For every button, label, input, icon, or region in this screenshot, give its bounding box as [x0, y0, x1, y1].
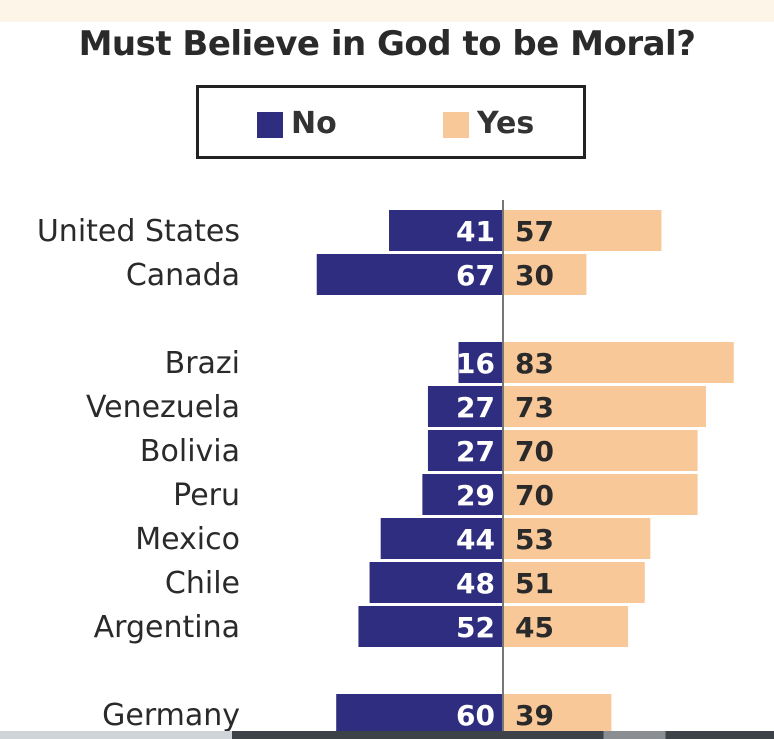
value-label-no-united-states: 41 — [456, 215, 495, 248]
legend: No Yes — [196, 85, 586, 159]
value-label-yes-united-states: 57 — [515, 215, 554, 248]
bar-no-argentina — [358, 606, 503, 647]
value-label-yes-venezuela: 73 — [515, 391, 554, 424]
value-label-yes-bolivia: 70 — [515, 435, 554, 468]
bar-yes-united-states — [503, 210, 662, 251]
category-label-peru: Peru — [173, 478, 240, 513]
category-label-united-states: United States — [37, 214, 240, 249]
category-label-germany: Germany — [102, 698, 240, 733]
legend-label-yes: Yes — [477, 106, 535, 141]
value-label-yes-chile: 51 — [515, 567, 554, 600]
bar-no-venezuela — [427, 386, 503, 427]
bar-no-germany — [336, 694, 503, 735]
value-label-yes-brazi: 83 — [515, 347, 554, 380]
top-strip — [0, 0, 774, 22]
bar-yes-chile — [503, 562, 645, 603]
category-label-brazi: Brazi — [165, 346, 240, 381]
bar-yes-mexico — [503, 518, 651, 559]
value-label-no-venezuela: 27 — [456, 391, 495, 424]
legend-swatch-no — [257, 112, 283, 138]
bar-no-canada — [316, 254, 503, 295]
category-label-bolivia: Bolivia — [140, 434, 240, 469]
bar-yes-canada — [503, 254, 587, 295]
bar-yes-germany — [503, 694, 612, 735]
value-label-yes-argentina: 45 — [515, 611, 554, 644]
bar-yes-venezuela — [503, 386, 706, 427]
bar-no-brazi — [458, 342, 503, 383]
value-label-yes-mexico: 53 — [515, 523, 554, 556]
bar-yes-peru — [503, 474, 698, 515]
bar-no-bolivia — [427, 430, 503, 471]
chart-title: Must Believe in God to be Moral? — [78, 24, 696, 64]
value-label-no-canada: 67 — [456, 259, 495, 292]
value-label-no-peru: 29 — [456, 479, 495, 512]
bar-yes-argentina — [503, 606, 629, 647]
value-label-no-germany: 60 — [456, 699, 495, 732]
value-label-yes-canada: 30 — [515, 259, 554, 292]
bar-no-peru — [422, 474, 503, 515]
category-label-venezuela: Venezuela — [86, 390, 240, 425]
bottom-bar — [0, 731, 774, 739]
category-label-argentina: Argentina — [94, 610, 240, 645]
bar-no-mexico — [380, 518, 503, 559]
legend-swatch-yes — [443, 112, 469, 138]
bar-yes-brazi — [503, 342, 734, 383]
category-label-chile: Chile — [165, 566, 240, 601]
value-label-no-bolivia: 27 — [456, 435, 495, 468]
value-label-yes-peru: 70 — [515, 479, 554, 512]
value-label-no-argentina: 52 — [456, 611, 495, 644]
category-label-canada: Canada — [126, 258, 240, 293]
value-label-no-mexico: 44 — [456, 523, 495, 556]
bar-no-united-states — [389, 210, 503, 251]
legend-label-no: No — [291, 106, 337, 141]
value-label-yes-germany: 39 — [515, 699, 554, 732]
value-label-no-chile: 48 — [456, 567, 495, 600]
bar-yes-bolivia — [503, 430, 698, 471]
category-label-mexico: Mexico — [135, 522, 240, 557]
value-label-no-brazi: 16 — [456, 347, 495, 380]
bar-no-chile — [369, 562, 503, 603]
